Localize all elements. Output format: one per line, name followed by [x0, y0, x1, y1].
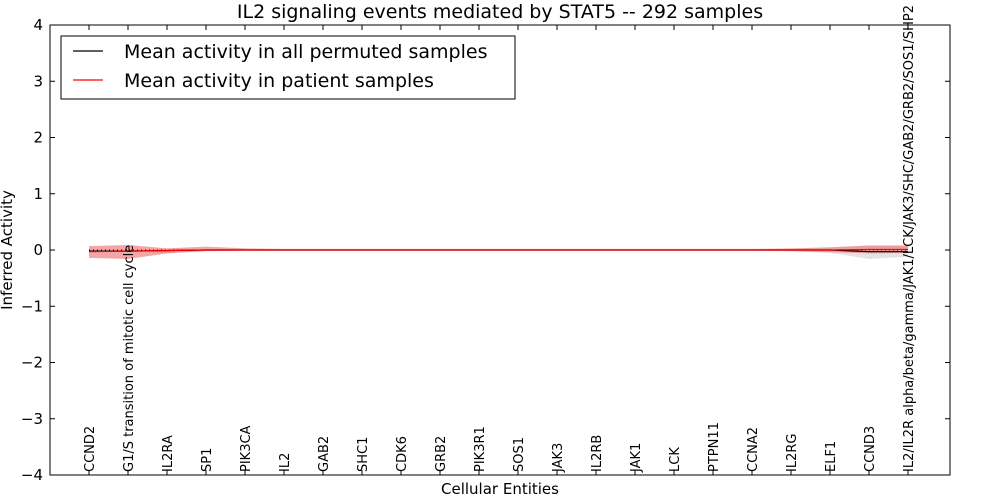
y-tick-label: 1 [33, 185, 43, 203]
patient-band [89, 244, 908, 259]
x-category-label: IL2 [278, 453, 293, 472]
y-tick-label: 4 [33, 16, 43, 34]
x-category-label: IL2RG [785, 434, 800, 472]
y-tick-label: 0 [33, 241, 43, 259]
x-category-label: G1/S transition of mitotic cell cycle [122, 245, 137, 472]
x-category-label: CCNA2 [746, 427, 761, 472]
x-category-label: CCND2 [83, 426, 98, 472]
y-tick-label: −2 [21, 354, 43, 372]
series-lines [88, 248, 908, 253]
x-category-label: SOS1 [512, 437, 527, 472]
y-axis-label: Inferred Activity [0, 190, 16, 310]
x-category-label: SP1 [200, 448, 215, 472]
y-tick-label: −3 [21, 410, 43, 428]
x-category-label: IL2RB [590, 435, 605, 472]
legend-frame [60, 35, 516, 100]
activity-bands [89, 244, 908, 259]
chart-title: IL2 signaling events mediated by STAT5 -… [237, 1, 763, 23]
legend: Mean activity in all permuted samples Me… [60, 35, 516, 100]
x-category-label: PIK3CA [239, 425, 254, 472]
x-category-label: JAK1 [629, 443, 644, 473]
x-category-label: PTPN11 [707, 422, 722, 472]
legend-entry-permuted: Mean activity in all permuted samples [124, 41, 487, 63]
y-axis: −4 −3 −2 −1 0 1 2 3 4 [21, 16, 950, 484]
x-category-label: SHC1 [356, 437, 371, 472]
y-tick-label: 3 [33, 72, 43, 90]
x-category-label: ELF1 [824, 441, 839, 472]
x-category-label: CCND3 [863, 426, 878, 472]
x-category-label: CDK6 [395, 436, 410, 472]
x-axis-label: Cellular Entities [441, 480, 559, 498]
x-category-label: LCK [668, 447, 683, 472]
patient-mean-line [88, 248, 908, 253]
y-tick-label: 2 [33, 129, 43, 147]
x-category-label: GRB2 [434, 436, 449, 472]
x-category-label: IL2/IL2R alpha/beta/gamma/JAK1/LCK/JAK3/… [902, 5, 917, 472]
x-category-label: GAB2 [317, 436, 332, 472]
x-axis-categories: CCND2 G1/S transition of mitotic cell cyc… [83, 5, 917, 475]
y-tick-label: −4 [21, 466, 43, 484]
x-category-label: JAK3 [551, 443, 566, 473]
x-category-label: IL2RA [161, 435, 176, 472]
x-category-label: PIK3R1 [473, 426, 488, 472]
legend-entry-patient: Mean activity in patient samples [124, 70, 434, 92]
y-tick-label: −1 [21, 297, 43, 315]
